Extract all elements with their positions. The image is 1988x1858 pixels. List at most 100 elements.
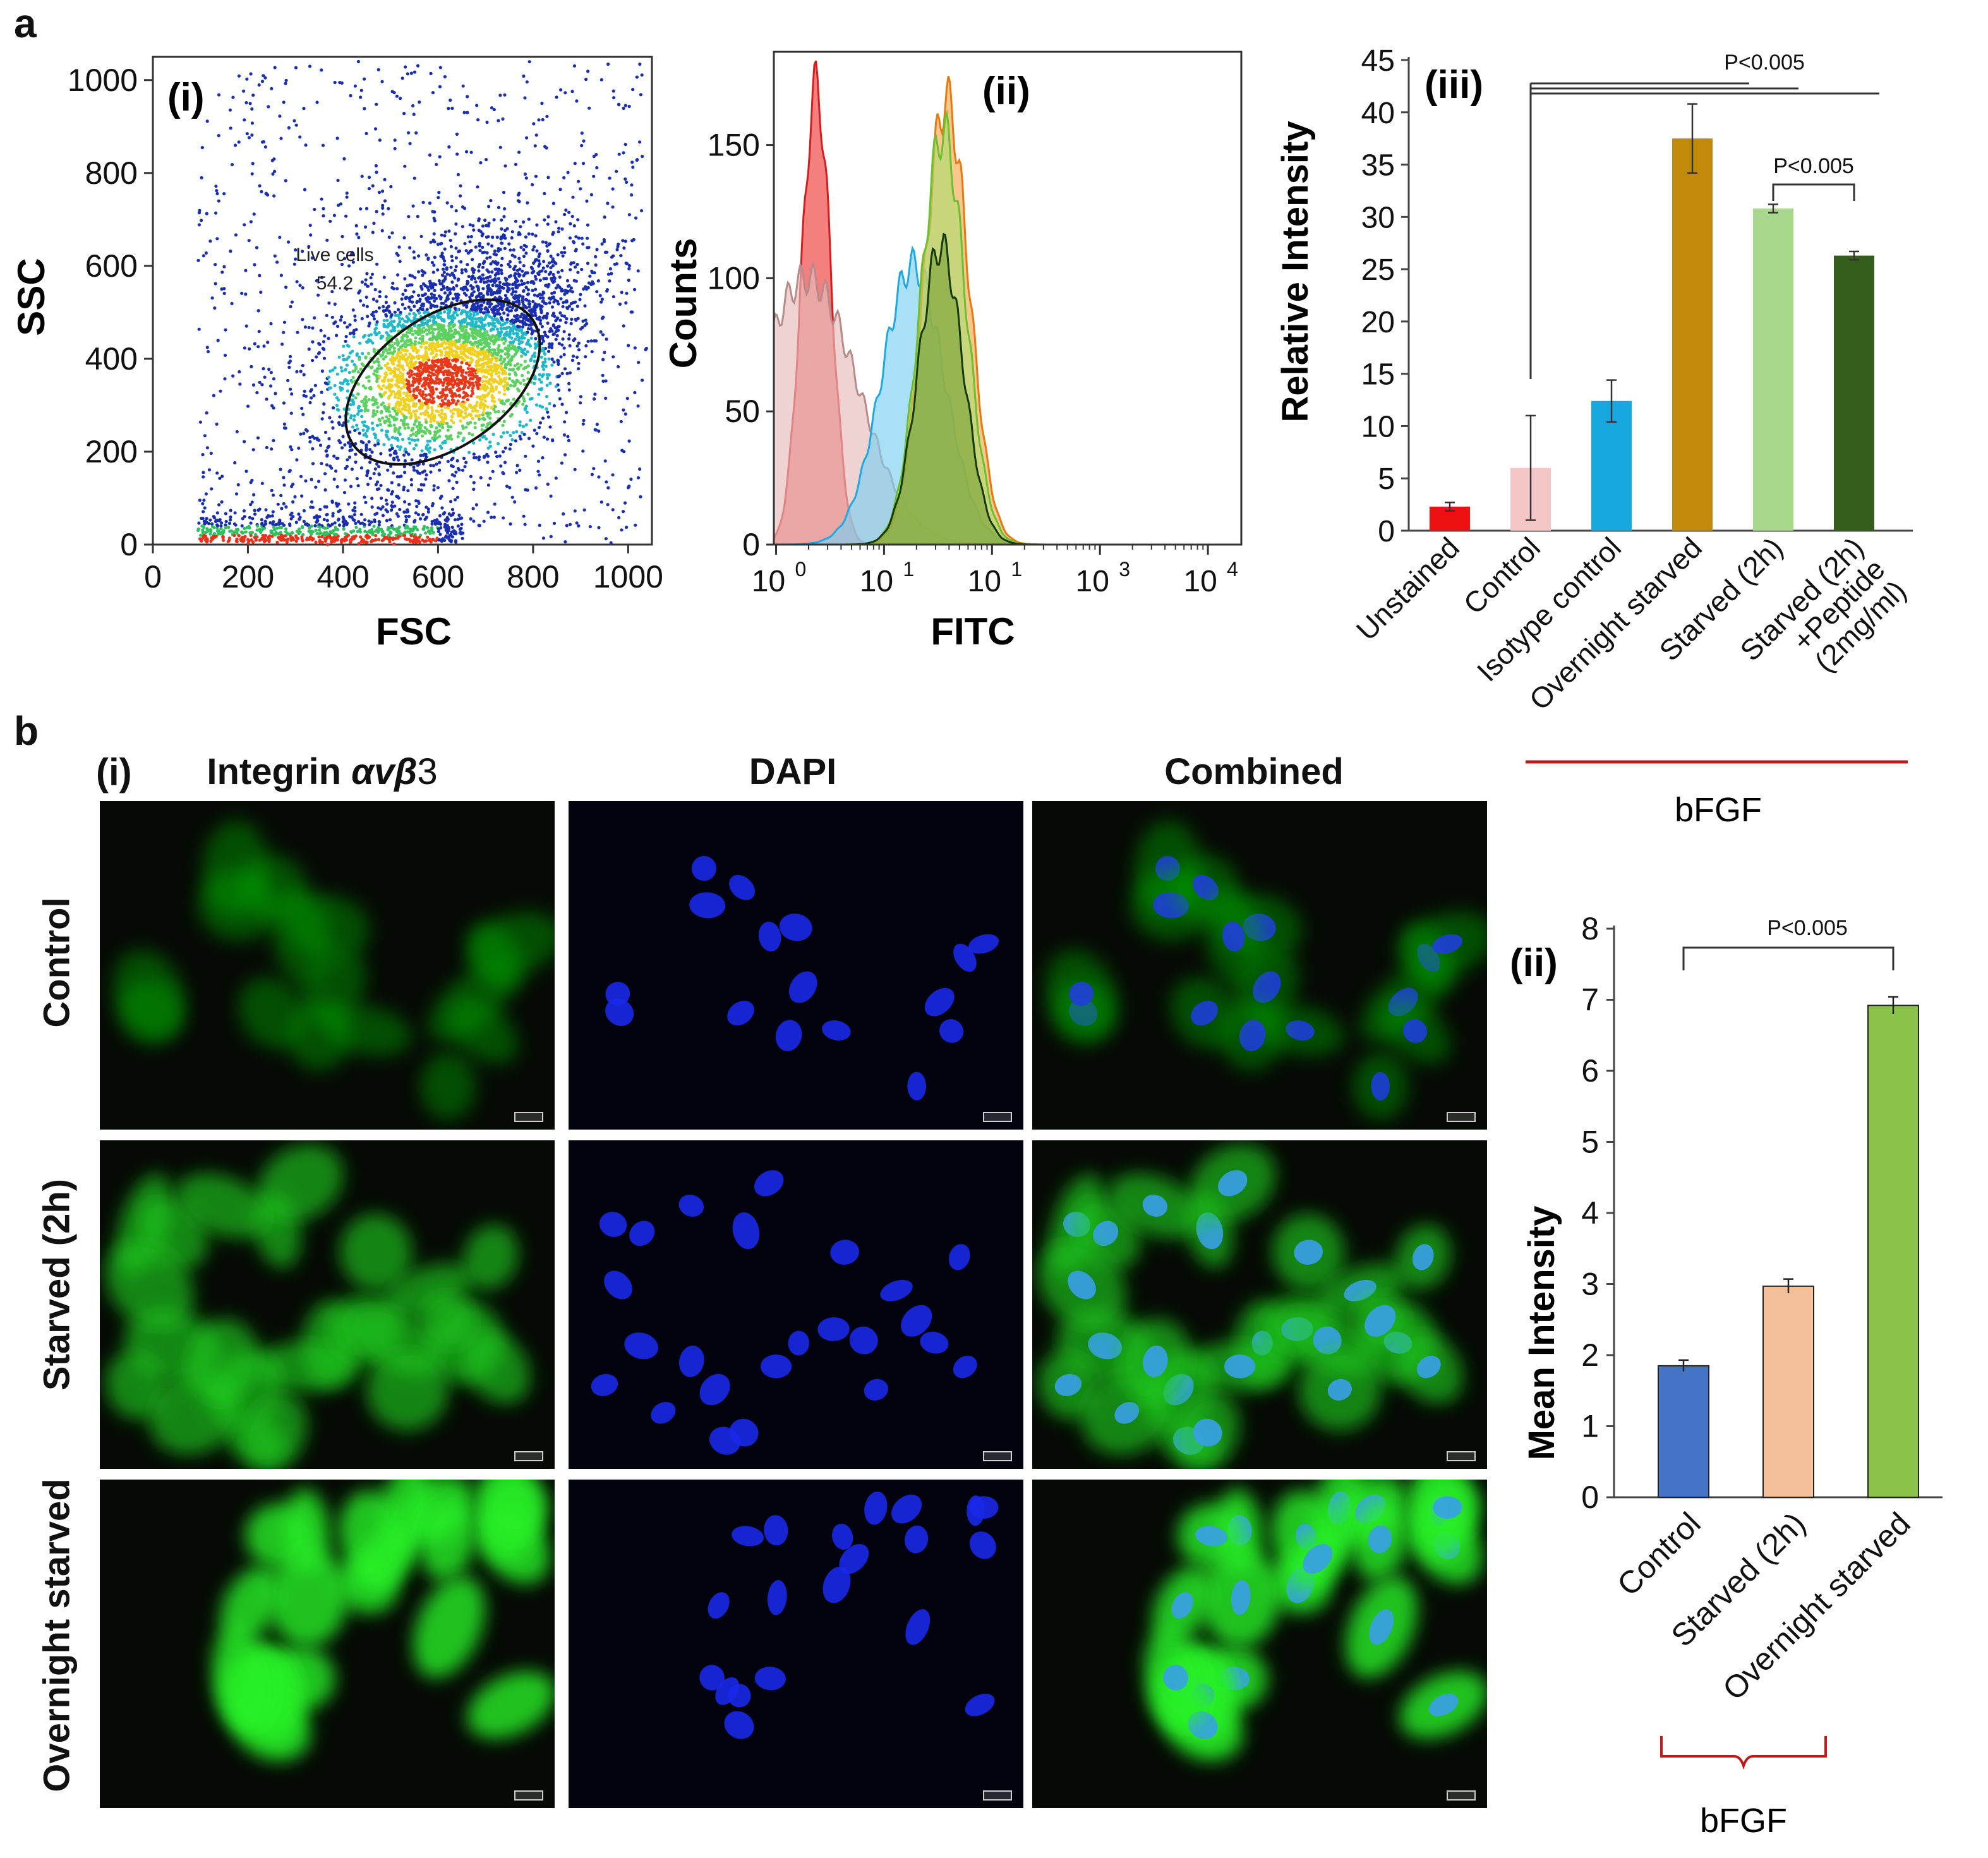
scatter-point (610, 255, 614, 259)
scatter-point (426, 364, 430, 368)
scatter-point (533, 342, 537, 346)
scatter-point (205, 119, 209, 123)
scatter-point (534, 337, 538, 341)
scatter-point (431, 270, 435, 274)
scatter-point (507, 262, 510, 266)
scatter-point (472, 455, 476, 460)
scatter-point (434, 381, 438, 385)
scatter-point (511, 282, 515, 287)
scatter-point (374, 436, 378, 440)
scatter-point (576, 317, 580, 320)
scatter-point (344, 368, 347, 371)
scatter-point (272, 493, 275, 497)
scatter-point (477, 217, 481, 221)
scatter-point (491, 284, 495, 287)
scatter-point (579, 401, 582, 405)
scatter-point (483, 281, 486, 284)
scatter-point (450, 255, 454, 258)
scatter-point (376, 438, 380, 442)
scatter-point (526, 293, 530, 296)
scatter-point (253, 509, 256, 512)
scatter-point (482, 368, 486, 373)
scatter-point (490, 399, 495, 402)
scatter-point (473, 404, 477, 409)
scatter-point (514, 439, 518, 443)
scatter-point (423, 284, 427, 287)
scatter-point (533, 311, 537, 315)
scatter-point (467, 450, 471, 455)
scatter-point (464, 249, 468, 253)
scatter-point (531, 444, 535, 448)
scatter-point (551, 272, 555, 276)
scatter-point (479, 277, 484, 281)
scatter-point (572, 301, 575, 305)
scatter-point (575, 99, 579, 103)
scatter-point (303, 389, 306, 393)
scatter-point (386, 361, 390, 366)
scatter-point (402, 404, 406, 407)
scatter-point (343, 321, 347, 325)
scatter-point (323, 334, 327, 338)
scatter-point (374, 310, 378, 313)
scatter-point (422, 396, 426, 400)
scatter-point (422, 326, 426, 330)
scatter-point (423, 426, 427, 430)
scatter-point (454, 402, 458, 406)
scatter-point (292, 119, 296, 123)
scatter-point (363, 529, 367, 533)
scatter-point (203, 434, 207, 438)
scatter-point (418, 299, 421, 303)
scatter-point (349, 332, 352, 335)
scatter-point (370, 421, 375, 425)
scatter-point (550, 329, 554, 333)
scatter-point (443, 277, 447, 281)
scatter-point (502, 336, 506, 340)
scatter-point (521, 325, 525, 329)
scatter-point (382, 384, 385, 388)
scatter-point (499, 367, 503, 371)
scatter-point (510, 495, 514, 499)
scatter-point (431, 330, 435, 334)
scatter-point (371, 403, 375, 407)
scatter-point (599, 300, 603, 304)
scatter-point (371, 298, 376, 301)
scatter-point (519, 381, 522, 385)
scatter-point (517, 193, 521, 196)
scatter-point (453, 474, 457, 478)
scatter-point (389, 453, 392, 457)
scatter-point (346, 419, 350, 423)
scatter-point (398, 432, 402, 436)
scatter-point (385, 318, 389, 322)
scatter-point (627, 344, 630, 347)
scatter-point (534, 258, 538, 262)
scatter-point (375, 379, 379, 383)
scatter-point (485, 341, 489, 345)
scatter-point (486, 242, 490, 246)
scatter-point (242, 509, 246, 513)
scatter-point (473, 375, 476, 378)
scatter-point (481, 287, 485, 291)
scatter-point (382, 325, 386, 329)
scatter-point (537, 259, 541, 263)
scatter-point (471, 303, 475, 307)
scatter-point (504, 371, 508, 376)
scatter-point (576, 218, 580, 222)
scatter-point (565, 371, 569, 375)
scatter-point (455, 313, 459, 317)
scatter-point (546, 321, 550, 325)
scatter-point (302, 519, 306, 524)
scatter-point (459, 312, 463, 316)
scatter-point (346, 458, 349, 462)
scatter-points (196, 59, 648, 546)
scatter-point (503, 164, 507, 168)
scatter-point (577, 524, 581, 528)
scatter-point (522, 281, 526, 286)
scatter-point (481, 295, 485, 299)
scatter-point (507, 347, 511, 351)
scatter-point (590, 350, 594, 354)
scatter-point (457, 339, 461, 343)
scatter-point (455, 377, 459, 381)
scatter-point (409, 414, 413, 418)
scatter-point (569, 262, 573, 265)
scatter-point (466, 263, 469, 267)
